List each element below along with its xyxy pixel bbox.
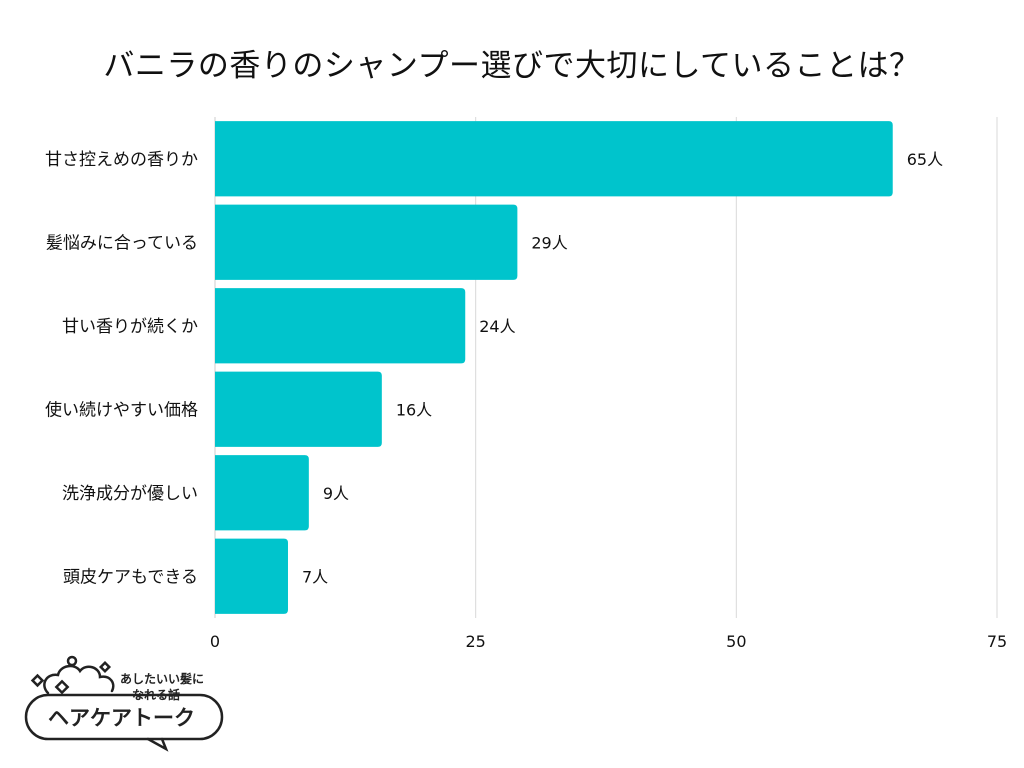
category-label: 使い続けやすい価格 <box>45 399 198 420</box>
category-label: 頭皮ケアもできる <box>63 567 198 587</box>
cloud-icon <box>24 655 224 752</box>
x-tick-label: 0 <box>210 632 220 650</box>
bar <box>215 455 309 531</box>
chart-title: バニラの香りのシャンプー選びで大切にしていることは？ <box>103 48 921 84</box>
category-label: 甘い香りが続くか <box>62 317 198 337</box>
gridlines <box>214 117 998 618</box>
bars <box>215 121 893 614</box>
x-axis-ticks: 0 25 50 75 <box>210 632 1007 650</box>
logo-tagline-1: あしたいい髪に <box>120 671 204 686</box>
value-label: 24人 <box>479 317 515 336</box>
x-tick-label: 25 <box>465 632 485 650</box>
x-tick-label: 50 <box>726 632 746 650</box>
category-label: 洗浄成分が優しい <box>62 484 198 504</box>
logo-name: ヘアケアトーク <box>48 706 195 730</box>
category-label: 甘さ控えめの香りか <box>45 150 198 170</box>
bar <box>215 204 518 280</box>
hair-care-talk-logo: あしたいい髪に なれる話 ヘアケアトーク <box>24 655 224 752</box>
category-label: 髪悩みに合っている <box>46 233 198 253</box>
bar <box>215 538 288 614</box>
value-label: 29人 <box>531 233 567 252</box>
bar <box>215 371 382 447</box>
value-label: 9人 <box>323 484 349 503</box>
value-label: 7人 <box>302 567 328 586</box>
logo-tagline-2: なれる話 <box>132 687 180 702</box>
value-label: 65人 <box>907 150 943 169</box>
bar <box>215 288 466 364</box>
bar <box>215 121 893 197</box>
value-label: 16人 <box>396 400 432 419</box>
x-tick-label: 75 <box>987 632 1007 650</box>
